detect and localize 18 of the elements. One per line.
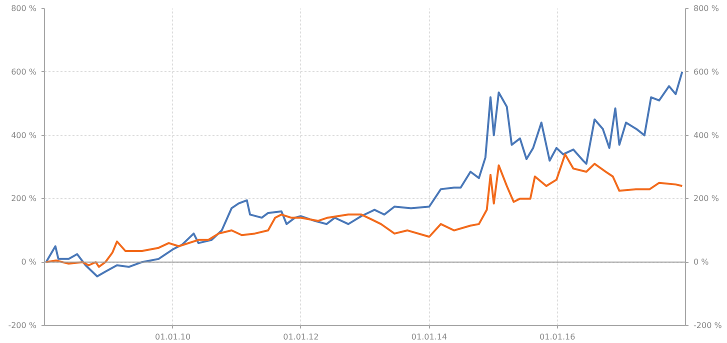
- x-tick-label: 01.01.12: [283, 332, 319, 342]
- y-tick-label: 200 %: [11, 194, 37, 204]
- y2-tick-label: 800 %: [694, 4, 720, 13]
- line-series: [45, 153, 684, 268]
- x-tick-label: 01.01.10: [154, 332, 191, 342]
- y-tick-label: 0 %: [21, 258, 37, 267]
- y-tick-label: 400 %: [11, 130, 37, 140]
- y2-tick-label: 400 %: [694, 130, 720, 140]
- y2-tick-label: 600 %: [694, 67, 720, 76]
- x-tick-label: 01.01.14: [411, 332, 448, 342]
- x-tick-label: 01.01.16: [540, 332, 576, 342]
- y-tick-label: 800 %: [11, 4, 37, 13]
- y2-tick-label: 200 %: [694, 194, 720, 204]
- y-tick-label: -200 %: [8, 321, 37, 330]
- y2-tick-label: 0 %: [694, 258, 710, 267]
- line-series: [45, 70, 684, 278]
- y2-tick-label: -200 %: [694, 321, 722, 330]
- y-tick-label: 600 %: [11, 67, 37, 76]
